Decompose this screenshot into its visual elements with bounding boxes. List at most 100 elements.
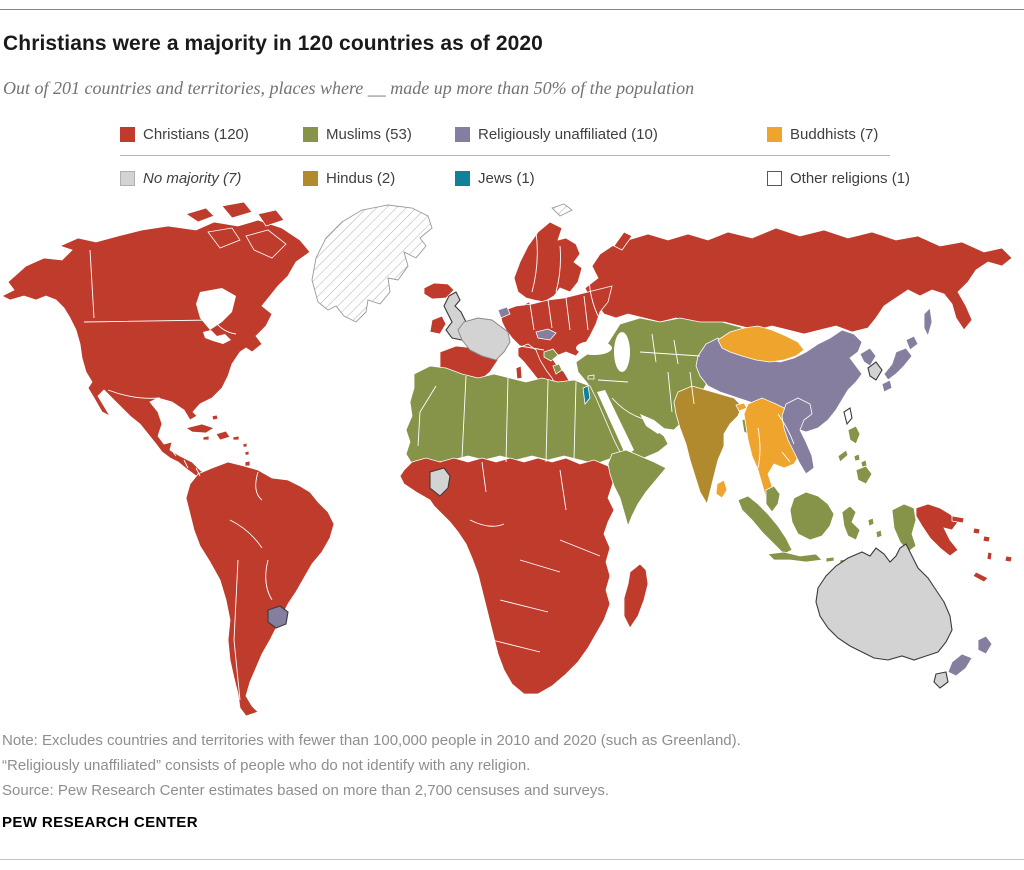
new-zealand-south xyxy=(947,653,973,677)
arctic-island-1 xyxy=(185,207,215,223)
malay-peninsula xyxy=(765,485,781,513)
sakhalin xyxy=(923,307,933,338)
bahamas xyxy=(211,414,219,421)
new-britain xyxy=(951,515,965,524)
czech-republic xyxy=(535,328,557,341)
maluku-2 xyxy=(875,529,883,539)
legend-item-muslims: Muslims (53) xyxy=(303,126,412,143)
chart-subtitle: Out of 201 countries and territories, pl… xyxy=(3,78,695,98)
pew-research-center-brand: PEW RESEARCH CENTER xyxy=(2,814,198,831)
solomons-2 xyxy=(982,535,991,543)
top-rule xyxy=(0,9,1024,10)
note-line-1: Note: Excludes countries and territories… xyxy=(2,732,741,749)
lesser-sunda-1 xyxy=(825,556,835,563)
iceland xyxy=(423,282,455,300)
legend-item-hindus: Hindus (2) xyxy=(303,170,395,187)
muslims-swatch xyxy=(303,127,318,142)
philippines-luzon xyxy=(847,425,861,445)
south-korea xyxy=(867,361,883,381)
cyprus xyxy=(587,374,595,380)
trinidad xyxy=(244,460,251,467)
philippines-visayas-2 xyxy=(860,459,868,468)
vanuatu xyxy=(986,551,993,561)
scandinavia xyxy=(513,221,583,303)
lesser-antilles-2 xyxy=(244,450,250,456)
legend-item-other: Other religions (1) xyxy=(767,170,910,187)
tasmania xyxy=(933,671,949,689)
maluku-1 xyxy=(867,517,875,527)
legend-label-no-majority: No majority (7) xyxy=(143,170,242,187)
mongolia xyxy=(717,325,805,363)
south-america xyxy=(185,461,335,717)
legend-item-unaffiliated: Religiously unaffiliated (10) xyxy=(455,126,658,143)
great-lakes-water xyxy=(203,330,231,344)
new-caledonia xyxy=(972,571,989,583)
sub-saharan-africa xyxy=(399,457,617,695)
legend-label-christians: Christians (120) xyxy=(143,126,249,143)
legend-item-no-majority: No majority (7) xyxy=(120,170,241,187)
country-borders xyxy=(83,231,795,701)
north-korea xyxy=(859,347,877,367)
black-sea-water xyxy=(576,341,612,355)
sardinia xyxy=(515,365,523,380)
cuba xyxy=(185,423,215,434)
ireland xyxy=(429,315,447,335)
note-line-2: “Religiously unaffiliated” consists of p… xyxy=(2,757,531,774)
new-zealand-north xyxy=(977,635,993,655)
japan-honshu xyxy=(883,347,913,381)
philippines-palawan xyxy=(837,449,849,463)
legend-label-unaffiliated: Religiously unaffiliated (10) xyxy=(478,126,658,143)
taiwan xyxy=(843,407,853,426)
albania xyxy=(552,363,563,375)
other-religions-swatch xyxy=(767,171,782,186)
philippines-visayas-1 xyxy=(853,453,861,462)
hispaniola xyxy=(215,430,231,441)
madagascar xyxy=(623,563,649,629)
legend-row-2: No majority (7) Hindus (2) Jews (1) Othe… xyxy=(120,170,910,190)
hudson-bay-water xyxy=(196,288,236,330)
notes: Note: Excludes countries and territories… xyxy=(2,728,741,803)
ivory-coast xyxy=(429,467,451,497)
sulawesi xyxy=(841,505,861,541)
fiji xyxy=(1004,555,1013,563)
russia xyxy=(584,227,1013,335)
horn-of-africa xyxy=(607,449,667,528)
chart-title: Christians were a majority in 120 countr… xyxy=(3,32,543,55)
borneo xyxy=(789,491,835,541)
arctic-island-2 xyxy=(221,201,253,219)
israel xyxy=(582,385,591,405)
legend-item-christians: Christians (120) xyxy=(120,126,249,143)
baffin-island xyxy=(245,229,287,259)
france xyxy=(457,317,511,361)
bottom-rule xyxy=(0,859,1024,860)
uruguay xyxy=(267,605,289,629)
java xyxy=(767,551,823,563)
legend-item-buddhists: Buddhists (7) xyxy=(767,126,878,143)
legend-label-jews: Jews (1) xyxy=(478,170,535,187)
legend-item-jews: Jews (1) xyxy=(455,170,535,187)
japan-kyushu xyxy=(881,379,893,393)
arctic-island-3 xyxy=(257,209,285,227)
legend: Christians (120) Muslims (53) Religiousl… xyxy=(120,126,910,190)
persian-gulf-water xyxy=(640,414,664,434)
svalbard-excluded xyxy=(551,203,573,217)
north-america xyxy=(1,219,311,483)
jews-swatch xyxy=(455,171,470,186)
note-line-3: Source: Pew Research Center estimates ba… xyxy=(2,782,609,799)
unaffiliated-swatch xyxy=(455,127,470,142)
legend-label-muslims: Muslims (53) xyxy=(326,126,412,143)
puerto-rico xyxy=(232,435,240,441)
vietnam xyxy=(781,397,815,475)
bosnia xyxy=(543,348,559,362)
sumatra xyxy=(737,495,793,555)
japan-hokkaido xyxy=(905,335,919,351)
legend-label-buddhists: Buddhists (7) xyxy=(790,126,879,143)
novaya-zemlya xyxy=(613,231,633,251)
no-majority-swatch xyxy=(120,171,135,186)
legend-row-1: Christians (120) Muslims (53) Religiousl… xyxy=(120,126,900,146)
sri-lanka xyxy=(715,479,728,499)
legend-label-other: Other religions (1) xyxy=(790,170,911,187)
australia xyxy=(815,543,953,661)
legend-divider xyxy=(120,155,890,156)
